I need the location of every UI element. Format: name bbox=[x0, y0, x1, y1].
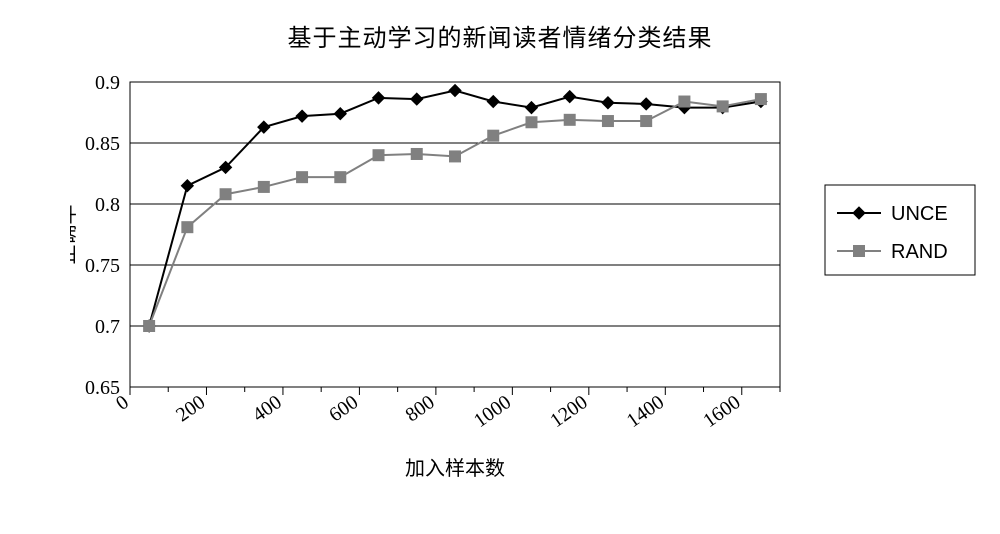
chart-container: 基于主动学习的新闻读者情绪分类结果 0200400600800100012001… bbox=[0, 0, 1000, 534]
y-tick-label: 0.7 bbox=[95, 316, 120, 338]
x-axis-label: 加入样本数 bbox=[405, 457, 505, 480]
x-tick-label: 1200 bbox=[546, 391, 591, 432]
x-tick-label: 600 bbox=[325, 391, 362, 426]
legend: UNCE RAND bbox=[825, 185, 975, 275]
y-tick-label: 0.8 bbox=[95, 194, 120, 216]
x-tick-label: 800 bbox=[402, 391, 439, 426]
y-axis-label: 正确率 bbox=[70, 205, 79, 265]
x-tick-label: 400 bbox=[249, 391, 286, 426]
legend-label: UNCE bbox=[891, 203, 948, 225]
y-tick-label: 0.75 bbox=[85, 255, 120, 277]
x-tick-label: 200 bbox=[172, 391, 209, 426]
chart-title: 基于主动学习的新闻读者情绪分类结果 bbox=[0, 18, 1000, 53]
x-tick-label: 1400 bbox=[623, 391, 668, 432]
y-tick-label: 0.85 bbox=[85, 133, 120, 155]
x-tick-label: 1000 bbox=[470, 391, 515, 432]
x-tick-label: 1600 bbox=[699, 391, 744, 432]
y-tick-label: 0.9 bbox=[95, 72, 120, 94]
legend-label: RAND bbox=[891, 241, 948, 263]
chart-svg: 020040060080010001200140016000.650.70.75… bbox=[70, 70, 990, 520]
y-tick-label: 0.65 bbox=[85, 377, 120, 399]
chart-area: 020040060080010001200140016000.650.70.75… bbox=[70, 70, 990, 530]
